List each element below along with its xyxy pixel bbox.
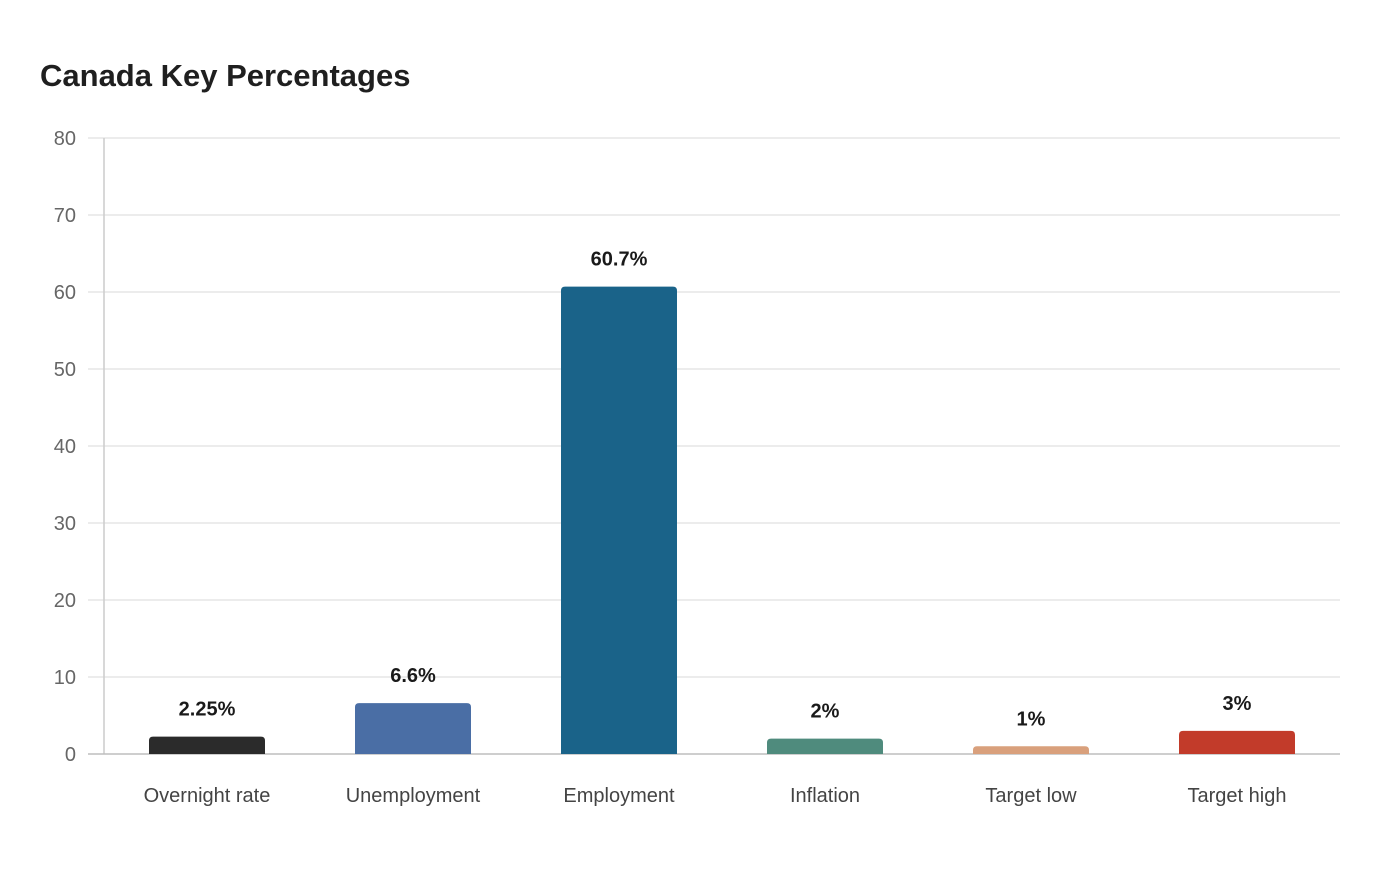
x-tick-label: Unemployment — [346, 785, 481, 807]
y-tick-label: 70 — [54, 205, 76, 227]
data-label: 6.6% — [390, 665, 436, 687]
bar-employment — [561, 286, 677, 754]
x-tick-label: Employment — [563, 785, 675, 807]
y-tick-label: 30 — [54, 513, 76, 535]
data-label: 3% — [1223, 693, 1252, 715]
labels: 0 10 20 30 40 50 60 70 80 2.25% Overnight rate 6.6%… — [54, 128, 1287, 807]
y-tick-label: 40 — [54, 436, 76, 458]
x-tick-label: Target low — [985, 785, 1077, 807]
y-tick-label: 80 — [54, 128, 76, 150]
data-label: 60.7% — [591, 249, 648, 271]
x-tick-label: Inflation — [790, 785, 860, 807]
bar-inflation — [767, 738, 883, 754]
bar-overnight-rate — [149, 736, 265, 754]
bar-unemployment — [355, 703, 471, 754]
bar-target-low — [973, 746, 1089, 754]
data-label: 2% — [811, 701, 840, 723]
gridlines — [88, 137, 1340, 678]
y-tick-label: 60 — [54, 282, 76, 304]
x-tick-label: Target high — [1188, 785, 1287, 807]
y-tick-label: 10 — [54, 667, 76, 689]
data-label: 1% — [1017, 708, 1046, 730]
y-tick-label: 0 — [65, 744, 76, 766]
x-tick-label: Overnight rate — [144, 785, 271, 807]
bar-target-high — [1179, 730, 1295, 754]
chart-title: Canada Key Percentages — [40, 58, 411, 93]
data-label: 2.25% — [179, 699, 236, 721]
bars — [149, 286, 1295, 754]
axes — [88, 138, 1340, 755]
y-tick-label: 50 — [54, 359, 76, 381]
y-tick-label: 20 — [54, 590, 76, 612]
